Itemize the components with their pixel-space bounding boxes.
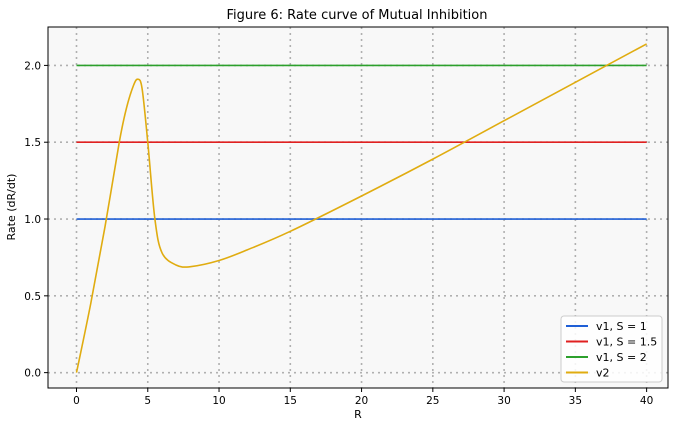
y-axis-ticks: 0.0 0.5 1.0 1.5 2.0 xyxy=(24,60,48,379)
x-tick-label: 40 xyxy=(640,395,653,407)
legend-label: v1, S = 1 xyxy=(596,320,647,333)
y-tick-label: 1.5 xyxy=(24,137,41,149)
chart-title: Figure 6: Rate curve of Mutual Inhibitio… xyxy=(227,8,488,23)
x-axis-ticks: 0 5 10 15 20 25 30 35 40 xyxy=(73,388,653,407)
x-tick-label: 20 xyxy=(355,395,368,407)
legend-label: v2 xyxy=(596,367,610,380)
x-tick-label: 10 xyxy=(212,395,225,407)
y-tick-label: 2.0 xyxy=(24,60,41,72)
y-axis-label: Rate (dR/dt) xyxy=(5,174,18,241)
legend-label: v1, S = 1.5 xyxy=(596,336,657,349)
x-tick-label: 15 xyxy=(284,395,297,407)
legend-label: v1, S = 2 xyxy=(596,351,647,364)
x-tick-label: 30 xyxy=(497,395,510,407)
y-tick-label: 0.0 xyxy=(24,368,41,380)
x-tick-label: 35 xyxy=(569,395,582,407)
legend: v1, S = 1 v1, S = 1.5 v1, S = 2 v2 xyxy=(561,316,662,382)
y-tick-label: 1.0 xyxy=(24,214,41,226)
x-tick-label: 0 xyxy=(73,395,80,407)
y-tick-label: 0.5 xyxy=(24,291,41,303)
x-axis-label: R xyxy=(354,408,362,421)
x-tick-label: 25 xyxy=(426,395,439,407)
x-tick-label: 5 xyxy=(144,395,151,407)
